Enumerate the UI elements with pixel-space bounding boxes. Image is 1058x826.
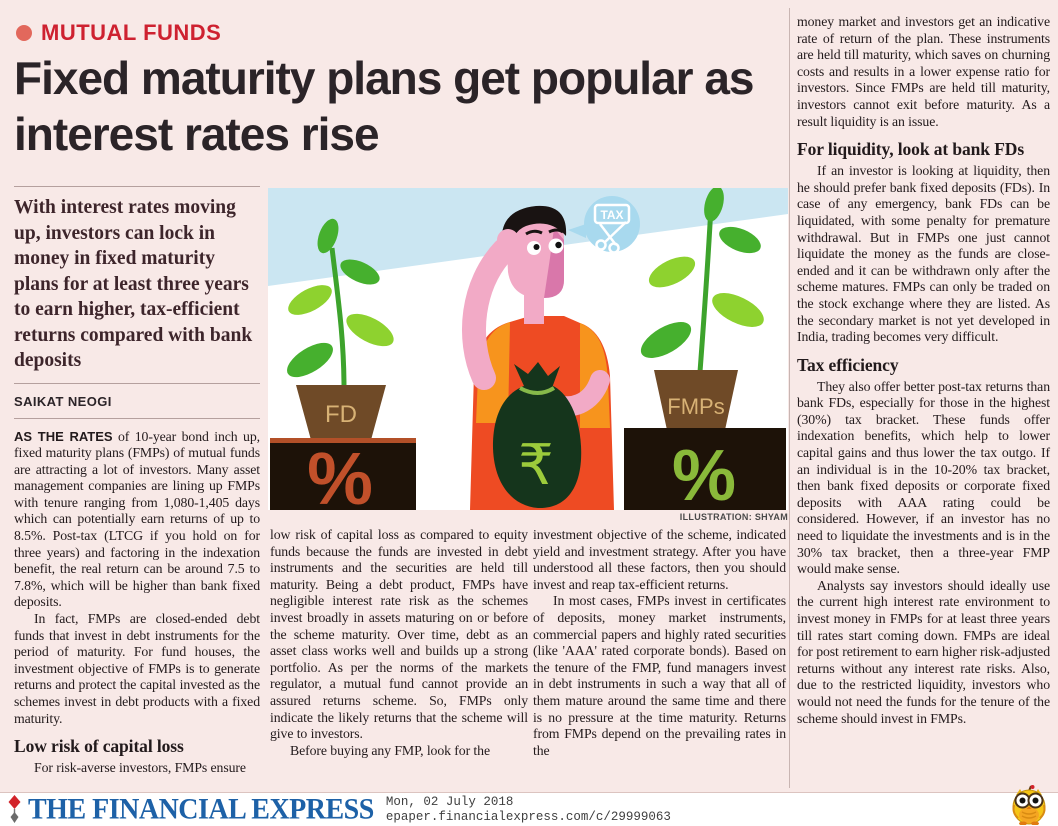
fmps-plant-icon bbox=[640, 188, 764, 373]
byline: SAIKAT NEOGI bbox=[14, 393, 112, 409]
fmps-percent-icon: % bbox=[672, 436, 736, 510]
date-url-stamp: Mon, 02 July 2018 epaper.financialexpres… bbox=[386, 795, 671, 825]
article-illustration: FD % bbox=[268, 188, 788, 510]
column-4: money market and investors get an indica… bbox=[797, 14, 1050, 727]
paragraph: In fact, FMPs are closed-ended debt fund… bbox=[14, 611, 260, 726]
fd-pot-icon: FD bbox=[296, 385, 386, 440]
paragraph: Before buying any FMP, look for the bbox=[290, 742, 490, 758]
article-deck: With interest rates moving up, investors… bbox=[14, 197, 253, 371]
svg-text:FD: FD bbox=[325, 401, 357, 428]
paragraph: investment objective of the scheme, indi… bbox=[533, 527, 786, 592]
rupee-icon: ₹ bbox=[518, 433, 554, 498]
fmps-percent-block: % bbox=[624, 428, 786, 510]
lead-in: AS THE RATES bbox=[14, 428, 113, 444]
subhead-low-risk: Low risk of capital loss bbox=[14, 736, 184, 757]
divider bbox=[14, 417, 260, 419]
section-label: MUTUAL FUNDS bbox=[41, 20, 222, 45]
paragraph: They also offer better post-tax returns … bbox=[797, 378, 1050, 577]
column-3: investment objective of the scheme, indi… bbox=[533, 527, 786, 759]
illustration-canvas: FD % bbox=[268, 188, 788, 510]
svg-text:FMPs: FMPs bbox=[667, 394, 724, 419]
article-headline: Fixed maturity plans get popular as inte… bbox=[14, 52, 755, 160]
epaper-footer: THE FINANCIAL EXPRESS Mon, 02 July 2018 … bbox=[0, 785, 1058, 826]
subhead-tax-efficiency: Tax efficiency bbox=[797, 354, 899, 375]
fd-plant-icon bbox=[287, 218, 394, 389]
bullet-icon bbox=[16, 25, 32, 41]
svg-text:TAX: TAX bbox=[600, 208, 623, 222]
masthead-title: THE FINANCIAL EXPRESS bbox=[28, 792, 374, 826]
body-text-col1: AS THE RATES of 10-year bond inch up, fi… bbox=[14, 429, 260, 777]
money-bag-icon: ₹ bbox=[492, 362, 582, 509]
paragraph: Analysts say investors should ideally us… bbox=[797, 577, 1050, 726]
illustration-credit: ILLUSTRATION: SHYAM bbox=[679, 512, 788, 522]
divider bbox=[14, 382, 260, 384]
fd-percent-block: % bbox=[270, 437, 416, 510]
fd-percent-icon: % bbox=[307, 437, 373, 510]
express-kite-logo-icon bbox=[8, 794, 21, 823]
paragraph: low risk of capital loss as compared to … bbox=[270, 527, 528, 742]
column-2: low risk of capital loss as compared to … bbox=[270, 527, 528, 759]
edition-date: Mon, 02 July 2018 bbox=[385, 794, 514, 809]
epaper-url-link[interactable]: epaper.financialexpress.com/c/29999063 bbox=[385, 809, 671, 824]
paragraph: For risk-averse investors, FMPs ensure bbox=[34, 760, 246, 776]
column-1: With interest rates moving up, investors… bbox=[14, 186, 260, 777]
divider bbox=[14, 186, 260, 187]
subhead-liquidity: For liquidity, look at bank FDs bbox=[797, 139, 1025, 160]
section-kicker: MUTUAL FUNDS bbox=[16, 20, 221, 46]
paragraph: In most cases, FMPs invest in certificat… bbox=[533, 593, 786, 758]
column-divider bbox=[789, 8, 790, 788]
tax-scissors-bubble-icon: TAX bbox=[568, 196, 640, 254]
owl-mascot-icon bbox=[1012, 785, 1046, 825]
paragraph: AS THE RATES of 10-year bond inch up, fi… bbox=[14, 428, 260, 610]
fmps-pot-icon: FMPs bbox=[654, 370, 738, 430]
paragraph: money market and investors get an indica… bbox=[797, 14, 1050, 129]
paragraph: If an investor is looking at liquidity, … bbox=[797, 163, 1050, 345]
